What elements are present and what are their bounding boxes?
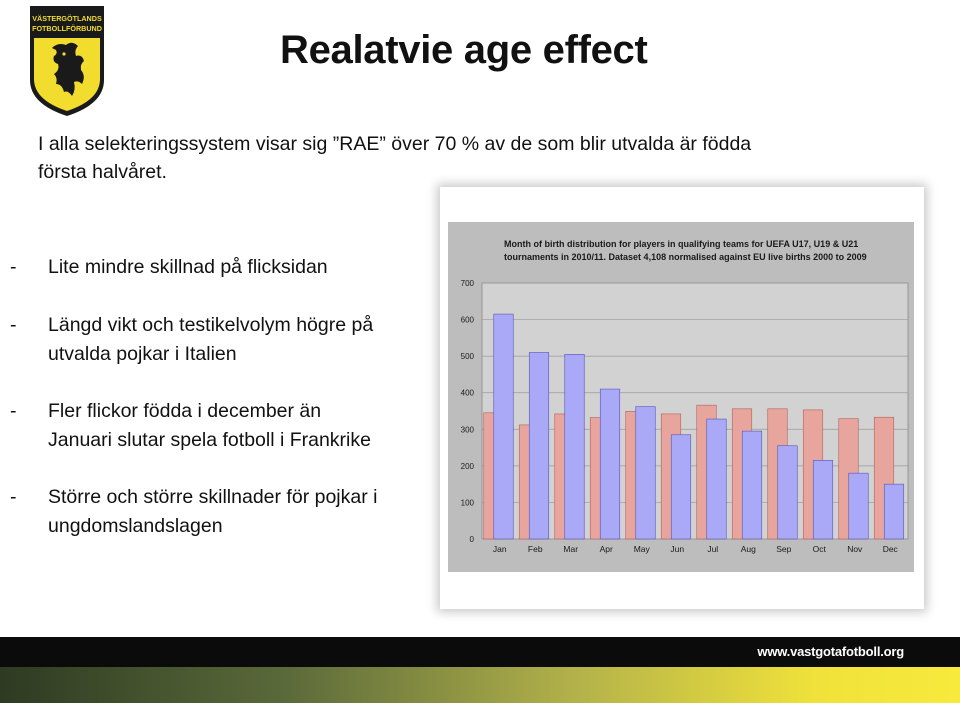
bullet-text-line: utvalda pojkar i Italien bbox=[48, 343, 237, 365]
bullet-text-line: Fler flickor födda i december än bbox=[48, 400, 322, 422]
bullet-dash: - bbox=[10, 314, 17, 336]
bar-series-2 bbox=[528, 352, 550, 540]
bar-series-2 bbox=[706, 418, 727, 540]
intro-line-1: I alla selekteringssystem visar sig ”RAE… bbox=[38, 133, 752, 155]
bar-series-2 bbox=[599, 388, 621, 540]
x-tick-label: Aug bbox=[741, 544, 756, 554]
x-tick-label: Dec bbox=[883, 544, 899, 554]
bar-series-2 bbox=[635, 406, 656, 540]
bullet-dash: - bbox=[10, 486, 17, 508]
intro-text: I alla selekteringssystem visar sig ”RAE… bbox=[38, 130, 838, 186]
lion-icon bbox=[52, 42, 84, 96]
chart-title-line-2: tournaments in 2010/11. Dataset 4,108 no… bbox=[504, 252, 867, 262]
bar-series-2 bbox=[564, 354, 585, 540]
x-tick-label: Jul bbox=[707, 544, 718, 554]
vastergotlands-fotbollforbund-logo: VÄSTERGÖTLANDS FOTBOLLFÖRBUND bbox=[30, 6, 104, 116]
y-tick-label: 600 bbox=[461, 316, 475, 325]
bullet-dash: - bbox=[10, 256, 17, 278]
bar-series-2 bbox=[741, 430, 763, 540]
bullet-text-line: ungdomslandslagen bbox=[48, 515, 223, 537]
chart-frame: Month of birth distribution for players … bbox=[440, 187, 924, 609]
y-tick-label: 700 bbox=[461, 279, 475, 288]
footer-url: www.vastgotafotboll.org bbox=[757, 644, 904, 659]
bullet-dash: - bbox=[10, 400, 17, 422]
y-tick-label: 100 bbox=[461, 498, 475, 507]
birth-month-bar-chart: Month of birth distribution for players … bbox=[448, 222, 914, 572]
bullet-text-line: Längd vikt och testikelvolym högre på bbox=[48, 314, 374, 336]
bullet-text-line: Januari slutar spela fotboll i Frankrike bbox=[48, 429, 371, 451]
bar-series-2 bbox=[670, 434, 692, 540]
x-tick-label: Nov bbox=[847, 544, 863, 554]
svg-text:FOTBOLLFÖRBUND: FOTBOLLFÖRBUND bbox=[32, 24, 102, 33]
bar-series-2 bbox=[493, 313, 514, 540]
y-tick-label: 400 bbox=[461, 389, 475, 398]
plot-area bbox=[481, 282, 909, 540]
bar-series-2 bbox=[777, 445, 798, 540]
bar-series-2 bbox=[848, 472, 869, 540]
x-tick-label: Jan bbox=[493, 544, 507, 554]
y-tick-label: 200 bbox=[461, 462, 475, 471]
x-tick-label: Mar bbox=[563, 544, 578, 554]
bullet-text-line: Lite mindre skillnad på flicksidan bbox=[48, 256, 328, 278]
slide-title: Realatvie age effect bbox=[280, 28, 648, 72]
bar-series-2 bbox=[812, 460, 834, 540]
x-tick-label: Oct bbox=[813, 544, 827, 554]
svg-text:VÄSTERGÖTLANDS: VÄSTERGÖTLANDS bbox=[32, 14, 102, 23]
bar-series-2 bbox=[883, 483, 905, 540]
x-tick-label: Sep bbox=[776, 544, 791, 554]
x-tick-label: Apr bbox=[600, 544, 613, 554]
chart-title-line-1: Month of birth distribution for players … bbox=[504, 239, 858, 249]
footer-bar bbox=[0, 637, 960, 667]
x-tick-label: Jun bbox=[670, 544, 684, 554]
y-tick-label: 0 bbox=[470, 535, 475, 544]
x-tick-label: May bbox=[634, 544, 651, 554]
footer-field-image bbox=[0, 667, 960, 703]
intro-line-2: första halvåret. bbox=[38, 161, 167, 183]
y-tick-label: 500 bbox=[461, 352, 475, 361]
y-tick-label: 300 bbox=[461, 425, 475, 434]
x-tick-label: Feb bbox=[528, 544, 543, 554]
bullet-text-line: Större och större skillnader för pojkar … bbox=[48, 486, 378, 508]
